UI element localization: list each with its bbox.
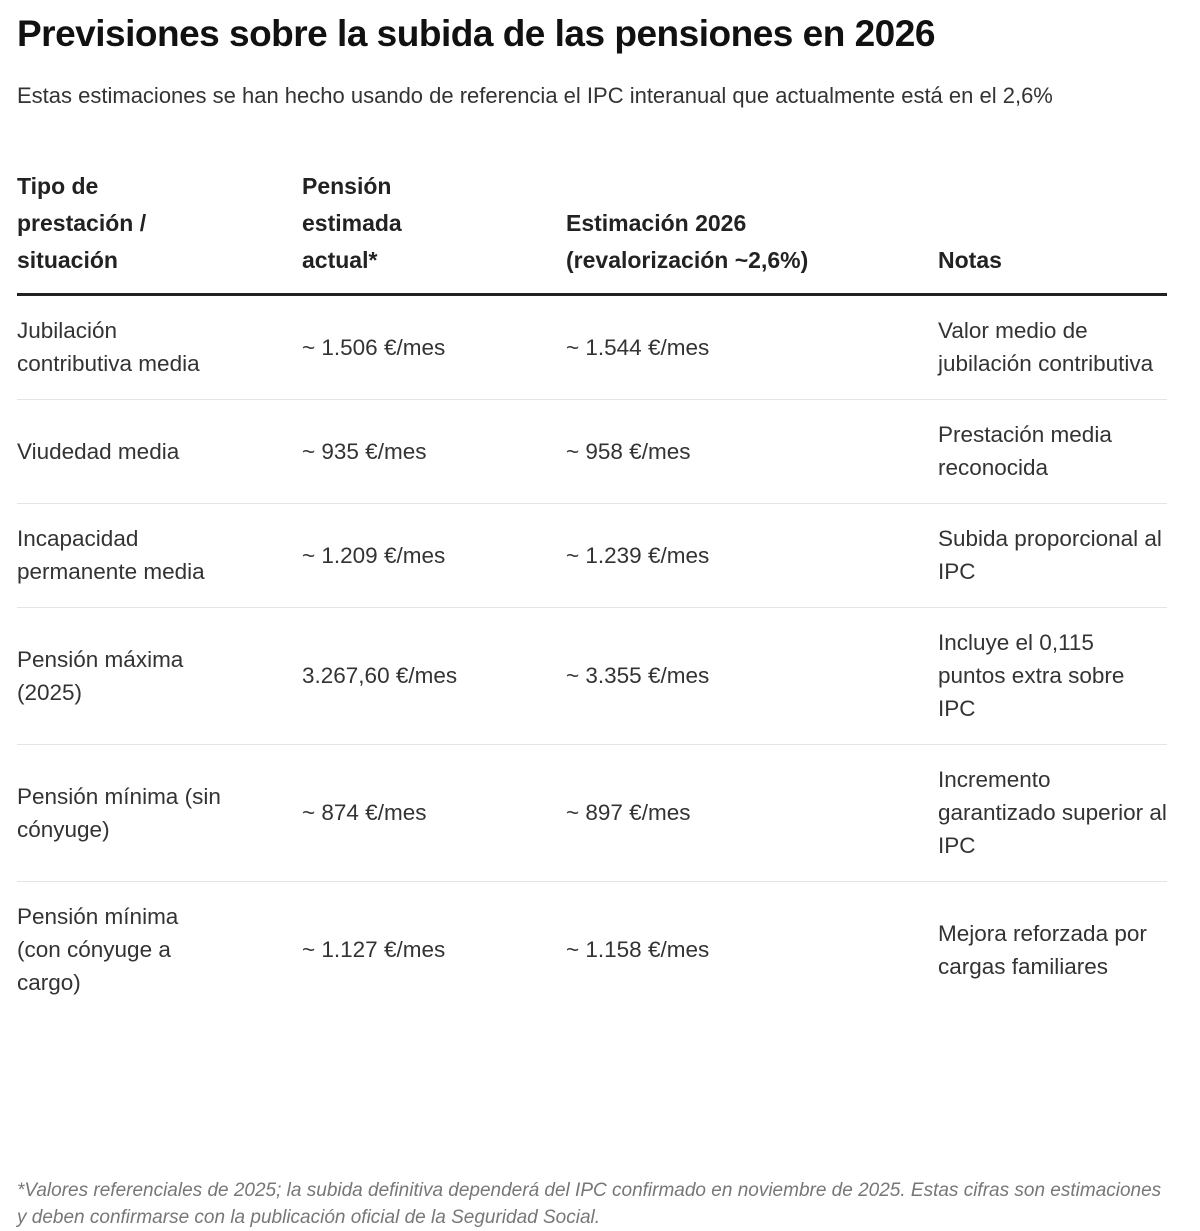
cell-text: ~ 874 €/mes — [302, 800, 427, 825]
table-cell: ~ 874 €/mes — [302, 744, 566, 882]
cell-text: Pensión mínima (sin cónyuge) — [17, 783, 221, 842]
table-cell: ~ 1.209 €/mes — [302, 503, 566, 608]
table-cell: ~ 3.355 €/mes — [566, 607, 938, 745]
table-cell: ~ 1.239 €/mes — [566, 503, 938, 608]
table-cell: ~ 1.158 €/mes — [566, 882, 938, 1019]
table-cell: Valor medio de jubilación contributiva — [938, 294, 1167, 400]
cell-text: Incluye el 0,115 puntos extra sobre IPC — [938, 630, 1125, 721]
cell-text: ~ 935 €/mes — [302, 438, 427, 464]
cell-text: Jubilación contributiva media — [17, 318, 200, 376]
cell-text: ~ 1.158 €/mes — [566, 937, 710, 962]
table-cell: ~ 1.127 €/mes — [302, 882, 566, 1019]
column-header: Estimación 2026 (revalorización ~2,6%) — [566, 168, 938, 296]
table-head: Tipo de prestación / situación Pensión es… — [17, 168, 1167, 296]
table-row: Incapacidad permanente media ~ 1.209 €/me… — [17, 503, 1167, 608]
table-cell: Incapacidad permanente media — [17, 503, 302, 608]
table-cell: Subida proporcional al IPC — [938, 503, 1167, 608]
cell-text: Valor medio de jubilación contributiva — [938, 318, 1154, 376]
table-cell: Viudedad media — [17, 399, 302, 504]
subtitle: Estas estimaciones se han hecho usando d… — [17, 83, 1053, 108]
cell-text: Prestación media reconocida — [938, 422, 1112, 480]
cell-text: Subida proporcional al IPC — [938, 526, 1162, 584]
title: Previsiones sobre la subida de las pensi… — [17, 13, 935, 54]
table-row: Viudedad media ~ 935 €/mes ~ 958 €/mes Pres… — [17, 399, 1167, 504]
table-cell: Mejora reforzada por cargas familiares — [938, 882, 1167, 1019]
cell-text: ~ 897 €/mes — [566, 800, 691, 825]
column-header: Notas — [938, 168, 1167, 296]
table-row: Pensión mínima (con cónyuge a cargo) ~ 1.… — [17, 882, 1167, 1019]
cell-text: ~ 1.544 €/mes — [566, 334, 710, 360]
table-cell: Jubilación contributiva media — [17, 294, 302, 400]
table-cell: ~ 1.506 €/mes — [302, 294, 566, 400]
cell-text: ~ 1.506 €/mes — [302, 334, 446, 360]
cell-text: Incremento garantizado superior al IPC — [938, 767, 1167, 858]
table-cell: ~ 897 €/mes — [566, 744, 938, 882]
cell-text: ~ 1.127 €/mes — [302, 937, 446, 962]
column-header-text: Tipo de prestación / situación — [17, 173, 147, 273]
table-cell: Incremento garantizado superior al IPC — [938, 744, 1167, 882]
cell-text: ~ 958 €/mes — [566, 438, 691, 464]
container: Previsiones sobre la subida de las pensi… — [17, 10, 1167, 1018]
table-body: Jubilación contributiva media ~ 1.506 €/m… — [17, 294, 1167, 1019]
column-header: Pensión estimada actual* — [302, 168, 566, 296]
table-cell: ~ 1.544 €/mes — [566, 294, 938, 400]
table-cell: Pensión mínima (sin cónyuge) — [17, 744, 302, 882]
footnote: *Valores referenciales de 2025; la subid… — [17, 1180, 1162, 1228]
column-header-text: Notas — [938, 247, 1002, 273]
cell-text: ~ 3.355 €/mes — [566, 663, 710, 688]
column-header-text: Pensión estimada actual* — [302, 173, 402, 273]
cell-text: ~ 1.209 €/mes — [302, 542, 446, 568]
table-cell: Incluye el 0,115 puntos extra sobre IPC — [938, 607, 1167, 745]
table-row: Pensión máxima (2025) 3.267,60 €/mes ~ 3.3… — [17, 607, 1167, 745]
cell-text: Mejora reforzada por cargas familiares — [938, 920, 1147, 979]
column-header: Tipo de prestación / situación — [17, 168, 302, 296]
table-cell: ~ 935 €/mes — [302, 399, 566, 504]
table-row: Pensión mínima (sin cónyuge) ~ 874 €/mes ~… — [17, 744, 1167, 882]
table-cell: Pensión mínima (con cónyuge a cargo) — [17, 882, 302, 1019]
cell-text: Viudedad media — [17, 438, 180, 464]
table: Tipo de prestación / situación Pensión es… — [17, 168, 1167, 1018]
cell-text: Pensión mínima (con cónyuge a cargo) — [17, 904, 179, 995]
table-cell: 3.267,60 €/mes — [302, 607, 566, 745]
cell-text: Incapacidad permanente media — [17, 526, 205, 584]
table-cell: ~ 958 €/mes — [566, 399, 938, 504]
cell-text: 3.267,60 €/mes — [302, 663, 458, 688]
table-row: Jubilación contributiva media ~ 1.506 €/m… — [17, 294, 1167, 400]
cell-text: ~ 1.239 €/mes — [566, 542, 710, 568]
column-header-text: Estimación 2026 (revalorización ~2,6%) — [566, 210, 809, 273]
table-cell: Pensión máxima (2025) — [17, 607, 302, 745]
table-cell: Prestación media reconocida — [938, 399, 1167, 504]
cell-text: Pensión máxima (2025) — [17, 646, 184, 705]
header-row: Tipo de prestación / situación Pensión es… — [17, 168, 1167, 296]
